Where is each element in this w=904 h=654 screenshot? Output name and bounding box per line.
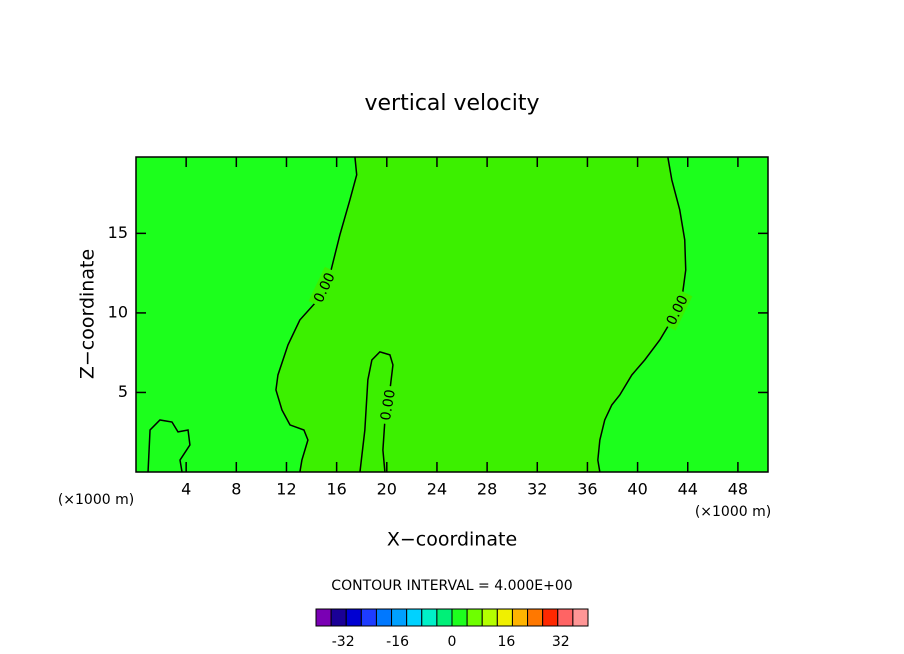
x-unit-label: (×1000 m)	[695, 504, 771, 520]
colorbar-tick-label: 16	[497, 634, 515, 650]
colorbar-swatch	[315, 608, 332, 627]
colorbar-swatch	[481, 608, 498, 627]
contour-label-bg	[308, 266, 340, 308]
colorbar-swatch	[360, 608, 377, 627]
colorbar-tick-label: 0	[448, 634, 457, 650]
contour-label-group: 0.00	[376, 384, 399, 426]
colorbar-swatch	[436, 608, 453, 627]
x-tick-label: 4	[181, 480, 191, 499]
y-tick-label: 10	[108, 302, 128, 321]
chart-title: vertical velocity	[364, 91, 539, 116]
x-tick-label: 44	[678, 480, 698, 499]
plot-frame	[135, 156, 769, 473]
contour-label: 0.00	[378, 388, 399, 421]
colorbar-tick-label: 32	[552, 634, 570, 650]
colorbar-swatch	[391, 608, 408, 627]
colorbar-swatch	[451, 608, 468, 627]
x-tick-label: 36	[577, 480, 597, 499]
contour-line	[275, 156, 358, 473]
x-tick-label: 16	[326, 480, 346, 499]
x-tick-label: 24	[427, 480, 447, 499]
colorbar-swatch	[330, 608, 347, 627]
x-axis-label: X−coordinate	[387, 529, 517, 551]
contour-line	[597, 156, 687, 473]
colorbar-swatch	[572, 608, 589, 627]
contour-label-bg	[376, 384, 399, 426]
colorbar-swatch	[345, 608, 362, 627]
colorbar-swatch	[375, 608, 393, 627]
x-tick-label: 8	[231, 480, 241, 499]
colorbar-swatch	[557, 608, 574, 627]
colorbar-swatch	[542, 608, 559, 627]
x-tick-label: 28	[477, 480, 497, 499]
colorbar-swatch	[511, 608, 529, 627]
contour-interval: CONTOUR INTERVAL = 4.000E+00	[331, 578, 572, 594]
x-tick-label: 48	[728, 480, 748, 499]
contour-line	[359, 351, 394, 473]
colorbar-swatch	[527, 608, 544, 627]
colorbar-swatch	[421, 608, 438, 627]
y-axis-label: Z−coordinate	[77, 249, 99, 379]
colorbar-swatch	[466, 608, 483, 627]
x-tick-label: 20	[377, 480, 397, 499]
x-tick-label: 12	[276, 480, 296, 499]
colorbar-tick-label: -16	[386, 634, 409, 650]
y-tick-label: 5	[118, 382, 128, 401]
x-tick-label: 40	[627, 480, 647, 499]
colorbar-swatch	[496, 608, 513, 627]
y-tick-label: 15	[108, 223, 128, 242]
x-unit-label: (×1000 m)	[58, 492, 134, 508]
colorbar-swatch	[406, 608, 423, 627]
contour-label-bg	[661, 289, 693, 331]
contour-line	[147, 419, 191, 473]
colorbar-tick-label: -32	[332, 634, 355, 650]
positive-region	[275, 157, 686, 472]
x-tick-label: 32	[527, 480, 547, 499]
